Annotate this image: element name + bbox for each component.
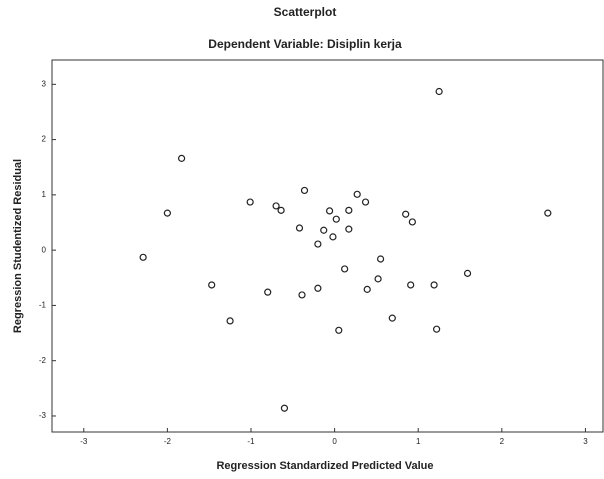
point: [332, 215, 340, 223]
point: [430, 281, 438, 289]
point: [374, 275, 382, 283]
y-tick-label: 2: [42, 135, 47, 144]
point: [208, 281, 216, 289]
point: [363, 285, 371, 293]
point: [353, 190, 361, 198]
point: [314, 240, 322, 248]
point: [361, 198, 370, 206]
plot-frame: [51, 59, 604, 433]
x-axis-label: Regression Standardized Predicted Value: [216, 460, 433, 472]
point: [408, 218, 416, 226]
point: [226, 317, 234, 325]
y-tick-label: 1: [42, 190, 47, 199]
point: [544, 209, 552, 217]
x-tick-label: -2: [164, 437, 172, 446]
point: [341, 265, 349, 273]
point: [463, 269, 472, 277]
x-tick-label: 2: [500, 437, 505, 446]
y-tick-label: 3: [42, 79, 47, 88]
point: [177, 154, 186, 162]
chart-subtitle: Dependent Variable: Disiplin kerja: [208, 37, 402, 51]
point: [139, 253, 147, 261]
point: [264, 288, 272, 296]
point: [402, 210, 410, 218]
x-tick-label: -1: [247, 437, 255, 446]
x-tick-label: 1: [416, 437, 421, 446]
point: [325, 207, 334, 215]
y-tick-label: -2: [39, 356, 47, 365]
point: [298, 291, 306, 299]
point: [246, 198, 254, 206]
y-tick-label: -1: [39, 301, 47, 310]
point: [320, 226, 328, 234]
point: [163, 209, 171, 217]
point: [376, 255, 385, 263]
point: [335, 326, 343, 334]
point: [272, 202, 280, 210]
point: [388, 314, 396, 322]
y-tick-label: 0: [42, 245, 47, 254]
point: [407, 281, 415, 289]
y-axis-label: Regression Studentized Residual: [12, 159, 24, 333]
point: [277, 206, 285, 214]
point: [345, 206, 353, 214]
point: [329, 233, 337, 241]
point: [280, 404, 289, 412]
point: [295, 224, 304, 232]
y-tick-label: -3: [39, 411, 47, 420]
point: [345, 225, 353, 233]
x-tick-label: 3: [583, 437, 588, 446]
chart-title: Scatterplot: [274, 5, 337, 19]
x-tick-label: 0: [332, 437, 337, 446]
point: [435, 87, 443, 96]
x-tick-label: -3: [80, 437, 88, 446]
point: [314, 284, 322, 292]
point: [433, 325, 441, 333]
point: [300, 186, 309, 195]
